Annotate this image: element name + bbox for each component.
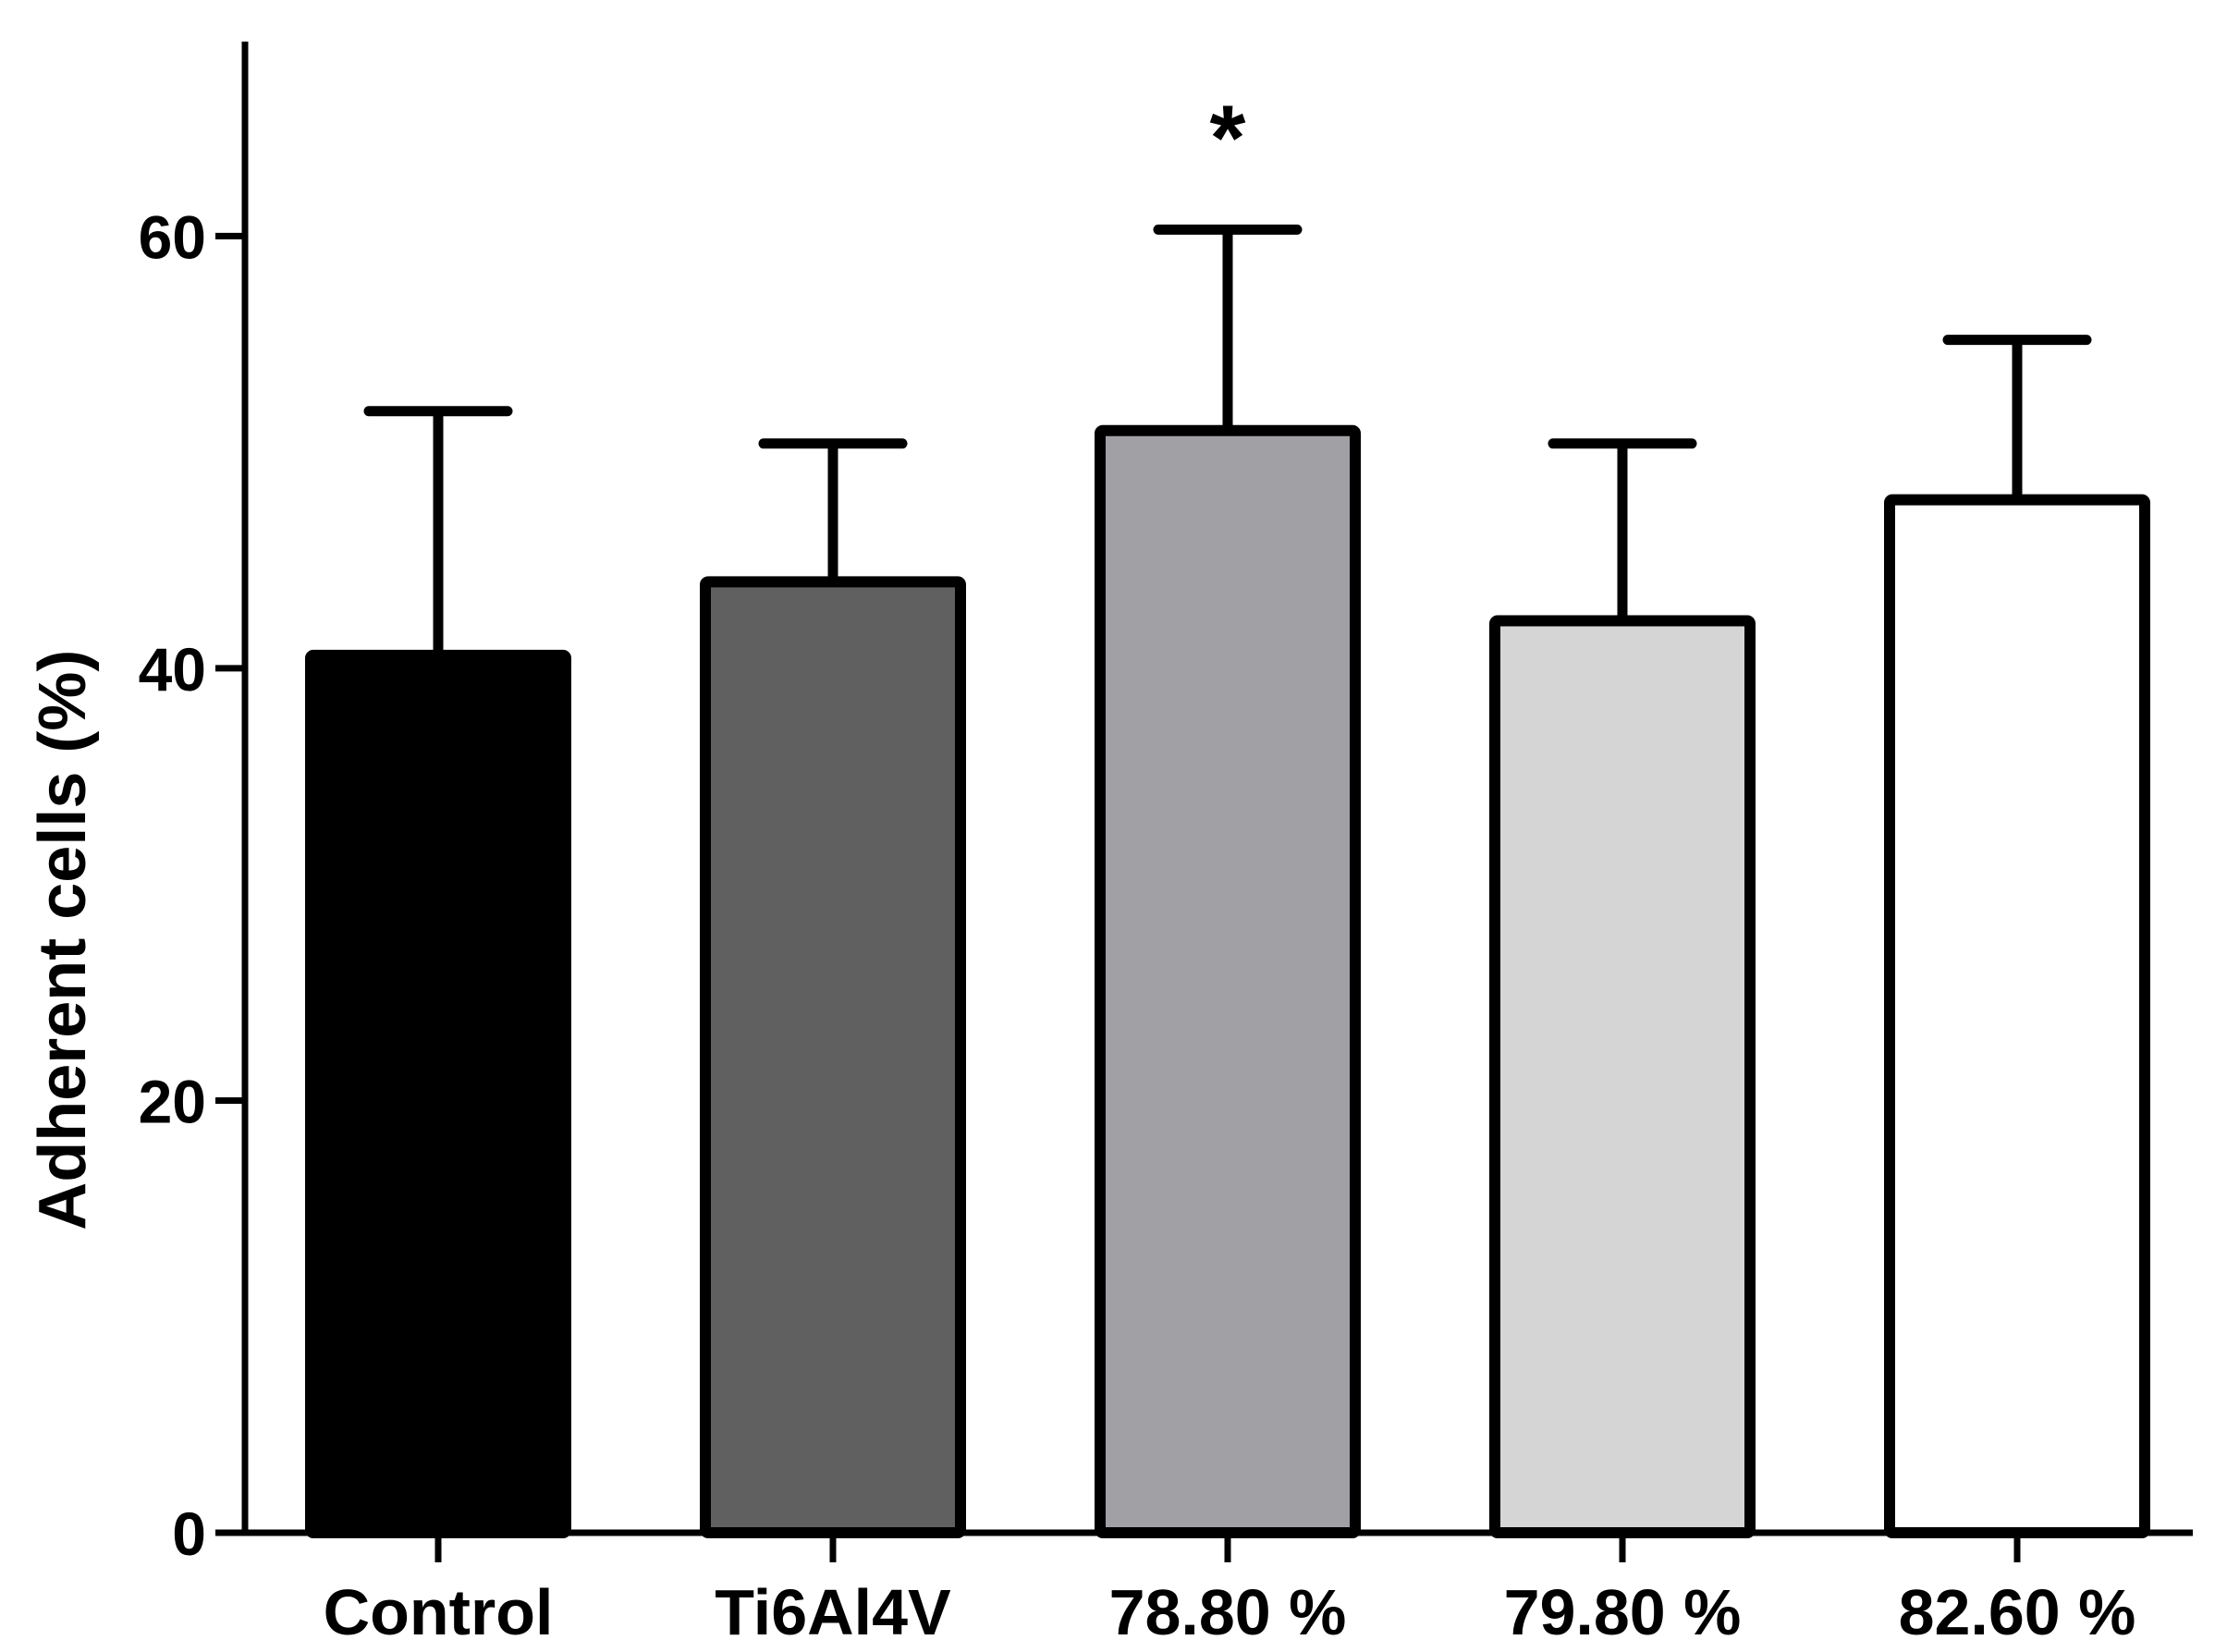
bar	[1884, 494, 2150, 1538]
x-ticks-layer: Control Ti6Al4V 78.80 % 79.80 % 82.60 %	[324, 1533, 2136, 1648]
x-category-label: Control	[324, 1576, 554, 1648]
bars-layer	[305, 424, 2150, 1539]
bar	[1489, 615, 1756, 1538]
axes-layer	[241, 42, 2193, 1536]
annotations-layer: *	[1210, 86, 1246, 190]
y-tick-label: 40	[139, 635, 206, 704]
y-tick-label: 20	[139, 1067, 206, 1135]
y-tick-label: 60	[139, 202, 206, 271]
bar	[700, 576, 966, 1538]
y-ticks-layer: 0 20 40 60	[139, 202, 245, 1568]
bar	[305, 649, 571, 1538]
error-bars-layer	[363, 224, 2092, 655]
x-category-label: 79.80 %	[1504, 1576, 1742, 1648]
y-axis-title: Adherent cells (%)	[26, 650, 100, 1230]
x-category-label: 82.60 %	[1899, 1576, 2136, 1648]
x-category-label: 78.80 %	[1109, 1576, 1347, 1648]
y-tick-label: 0	[172, 1499, 206, 1568]
x-category-label: Ti6Al4V	[715, 1576, 951, 1648]
significance-asterisk: *	[1210, 86, 1246, 190]
bar	[1095, 424, 1361, 1539]
